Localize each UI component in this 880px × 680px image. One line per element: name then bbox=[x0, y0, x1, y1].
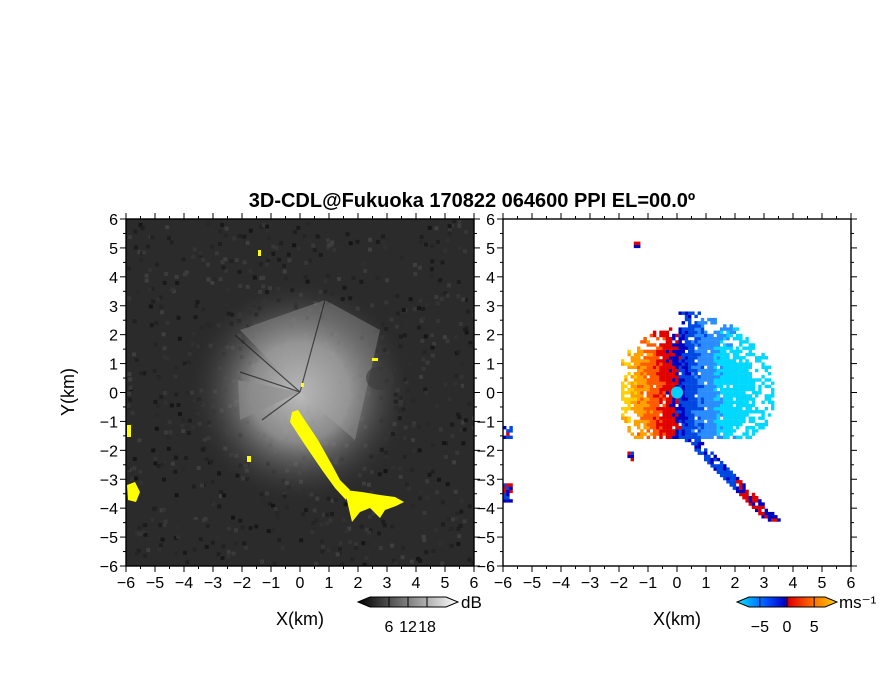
y-tick-label: −1 bbox=[477, 414, 495, 431]
y-tick-label: 5 bbox=[486, 241, 495, 258]
x-tick-label: −5 bbox=[146, 575, 164, 592]
colorbar-tick-label: 0 bbox=[783, 619, 792, 636]
reflectivity-highlight-echoes bbox=[127, 250, 404, 522]
y-tick-label: 5 bbox=[109, 241, 118, 258]
x-tick-label: −1 bbox=[262, 575, 280, 592]
y-tick-label: −2 bbox=[100, 443, 118, 460]
x-tick-label: 4 bbox=[412, 575, 421, 592]
velocity-x-tick-labels: −6 −5 −4 −3 −2 −1 0 1 2 3 4 5 6 bbox=[494, 575, 856, 592]
y-tick-label: 3 bbox=[486, 299, 495, 316]
x-tick-label: 4 bbox=[789, 575, 798, 592]
colorbar-tick-label: 5 bbox=[810, 619, 819, 636]
x-tick-label: −5 bbox=[523, 575, 541, 592]
velocity-axis-ticks: −6 −5 −4 −3 −2 −1 0 1 2 3 4 5 6 bbox=[477, 212, 857, 576]
x-tick-label: 3 bbox=[383, 575, 392, 592]
x-tick-label: 0 bbox=[296, 575, 305, 592]
x-tick-label: 2 bbox=[731, 575, 740, 592]
y-tick-label: −5 bbox=[100, 530, 118, 547]
colorbar-tick-label: 6 bbox=[385, 619, 394, 636]
y-tick-label: 6 bbox=[486, 212, 495, 229]
reflectivity-axis-ticks bbox=[120, 213, 480, 572]
x-tick-label: −4 bbox=[175, 575, 193, 592]
x-tick-label: 1 bbox=[325, 575, 334, 592]
x-tick-label: 6 bbox=[470, 575, 479, 592]
y-tick-label: −3 bbox=[477, 472, 495, 489]
y-tick-label: −6 bbox=[100, 559, 118, 576]
x-tick-label: −2 bbox=[610, 575, 628, 592]
reflectivity-x-axis-label: X(km) bbox=[276, 609, 324, 629]
y-tick-label: 6 bbox=[109, 212, 118, 229]
y-tick-label: −3 bbox=[100, 472, 118, 489]
y-tick-label: 2 bbox=[486, 328, 495, 345]
x-tick-label: 0 bbox=[673, 575, 682, 592]
velocity-cells bbox=[503, 241, 781, 522]
x-tick-label: −1 bbox=[639, 575, 657, 592]
reflectivity-y-axis-label: Y(km) bbox=[58, 368, 78, 416]
y-tick-label: −6 bbox=[477, 559, 495, 576]
y-tick-label: −4 bbox=[477, 501, 495, 518]
y-tick-label: 1 bbox=[486, 357, 495, 374]
x-tick-label: 2 bbox=[354, 575, 363, 592]
reflectivity-panel: −6 −5 −4 −3 −2 −1 0 1 2 3 4 5 6 −6−5−4−3−2−10123456 … bbox=[58, 212, 480, 629]
x-tick-label: 1 bbox=[702, 575, 711, 592]
y-tick-label: −4 bbox=[100, 501, 118, 518]
y-tick-label: 1 bbox=[109, 357, 118, 374]
velocity-x-axis-label: X(km) bbox=[653, 609, 701, 629]
velocity-colorbar-tick-labels: −5 0 5 bbox=[751, 597, 819, 636]
x-tick-label: 5 bbox=[441, 575, 450, 592]
x-tick-label: 6 bbox=[847, 575, 856, 592]
y-tick-label: 3 bbox=[109, 299, 118, 316]
x-tick-label: −4 bbox=[552, 575, 570, 592]
y-tick-label: 4 bbox=[486, 270, 495, 287]
x-tick-label: −6 bbox=[494, 575, 512, 592]
reflectivity-colorbar: 6 12 18 dB bbox=[356, 593, 482, 636]
x-tick-label: 5 bbox=[818, 575, 827, 592]
chart-title: 3D-CDL@Fukuoka 170822 064600 PPI EL=00.0… bbox=[249, 190, 695, 212]
reflectivity-colorbar-unit: dB bbox=[461, 593, 482, 612]
velocity-colorbar-unit: ms⁻¹ bbox=[839, 593, 877, 612]
y-tick-label: 0 bbox=[486, 386, 495, 403]
velocity-colorbar: −5 0 5 ms⁻¹ bbox=[735, 593, 877, 636]
x-tick-label: −2 bbox=[233, 575, 251, 592]
y-tick-label: −5 bbox=[477, 530, 495, 547]
colorbar-tick-label: 12 bbox=[399, 619, 417, 636]
reflectivity-x-tick-labels: −6 −5 −4 −3 −2 −1 0 1 2 3 4 5 6 bbox=[117, 575, 479, 592]
y-tick-label: −2 bbox=[477, 443, 495, 460]
x-tick-label: −3 bbox=[204, 575, 222, 592]
colorbar-tick-label: −5 bbox=[751, 619, 769, 636]
x-tick-label: −3 bbox=[581, 575, 599, 592]
x-tick-label: 3 bbox=[760, 575, 769, 592]
reflectivity-colorbar-tick-labels: 6 12 18 bbox=[385, 597, 436, 636]
x-tick-label: −6 bbox=[117, 575, 135, 592]
y-tick-label: −1 bbox=[100, 414, 118, 431]
reflectivity-y-tick-labels: −6 −5 −4 −3 −2 −1 0 1 2 3 4 5 6 bbox=[100, 212, 118, 576]
y-tick-label: 4 bbox=[109, 270, 118, 287]
y-tick-label: 0 bbox=[109, 386, 118, 403]
colorbar-tick-label: 18 bbox=[418, 619, 436, 636]
reflectivity-echo-fan bbox=[190, 282, 410, 502]
y-tick-label: 2 bbox=[109, 328, 118, 345]
